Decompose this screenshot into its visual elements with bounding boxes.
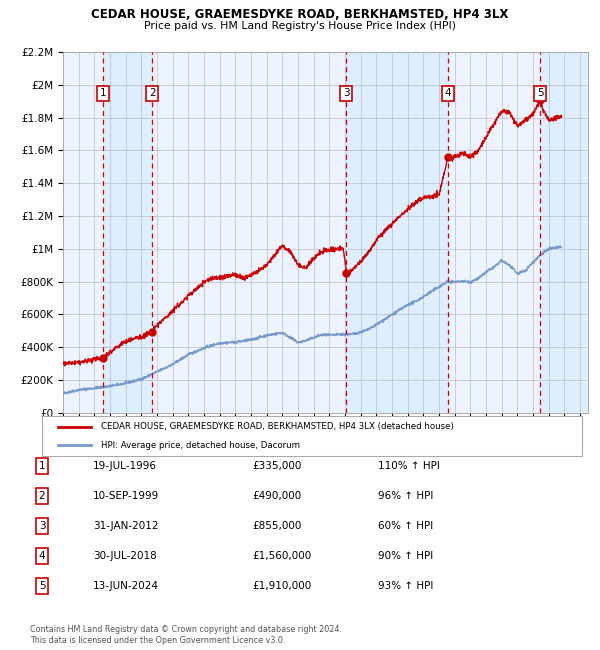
Text: 1: 1 bbox=[38, 461, 46, 471]
Text: 1: 1 bbox=[100, 88, 106, 99]
FancyBboxPatch shape bbox=[42, 416, 582, 456]
Text: 3: 3 bbox=[38, 521, 46, 531]
Text: £1,560,000: £1,560,000 bbox=[252, 551, 311, 561]
Text: Contains HM Land Registry data © Crown copyright and database right 2024.
This d: Contains HM Land Registry data © Crown c… bbox=[30, 625, 342, 645]
Text: 5: 5 bbox=[537, 88, 544, 99]
Text: 60% ↑ HPI: 60% ↑ HPI bbox=[378, 521, 433, 531]
Text: £335,000: £335,000 bbox=[252, 461, 301, 471]
Text: CEDAR HOUSE, GRAEMESDYKE ROAD, BERKHAMSTED, HP4 3LX (detached house): CEDAR HOUSE, GRAEMESDYKE ROAD, BERKHAMST… bbox=[101, 422, 454, 432]
Text: £490,000: £490,000 bbox=[252, 491, 301, 501]
Text: 90% ↑ HPI: 90% ↑ HPI bbox=[378, 551, 433, 561]
Text: 3: 3 bbox=[343, 88, 350, 99]
Text: 31-JAN-2012: 31-JAN-2012 bbox=[93, 521, 158, 531]
Text: 4: 4 bbox=[445, 88, 452, 99]
Text: 96% ↑ HPI: 96% ↑ HPI bbox=[378, 491, 433, 501]
Bar bbox=[346, 52, 448, 413]
Bar bbox=[540, 52, 588, 413]
Text: 30-JUL-2018: 30-JUL-2018 bbox=[93, 551, 157, 561]
Text: 2: 2 bbox=[149, 88, 155, 99]
Text: HPI: Average price, detached house, Dacorum: HPI: Average price, detached house, Daco… bbox=[101, 441, 301, 450]
Text: CEDAR HOUSE, GRAEMESDYKE ROAD, BERKHAMSTED, HP4 3LX: CEDAR HOUSE, GRAEMESDYKE ROAD, BERKHAMST… bbox=[91, 8, 509, 21]
Text: 13-JUN-2024: 13-JUN-2024 bbox=[93, 580, 159, 591]
Text: 2: 2 bbox=[38, 491, 46, 501]
Text: 5: 5 bbox=[38, 580, 46, 591]
Bar bbox=[103, 52, 152, 413]
Text: 10-SEP-1999: 10-SEP-1999 bbox=[93, 491, 159, 501]
Text: Price paid vs. HM Land Registry's House Price Index (HPI): Price paid vs. HM Land Registry's House … bbox=[144, 21, 456, 31]
Text: £855,000: £855,000 bbox=[252, 521, 301, 531]
Text: £1,910,000: £1,910,000 bbox=[252, 580, 311, 591]
Text: 93% ↑ HPI: 93% ↑ HPI bbox=[378, 580, 433, 591]
Text: 4: 4 bbox=[38, 551, 46, 561]
Text: 19-JUL-1996: 19-JUL-1996 bbox=[93, 461, 157, 471]
Text: 110% ↑ HPI: 110% ↑ HPI bbox=[378, 461, 440, 471]
